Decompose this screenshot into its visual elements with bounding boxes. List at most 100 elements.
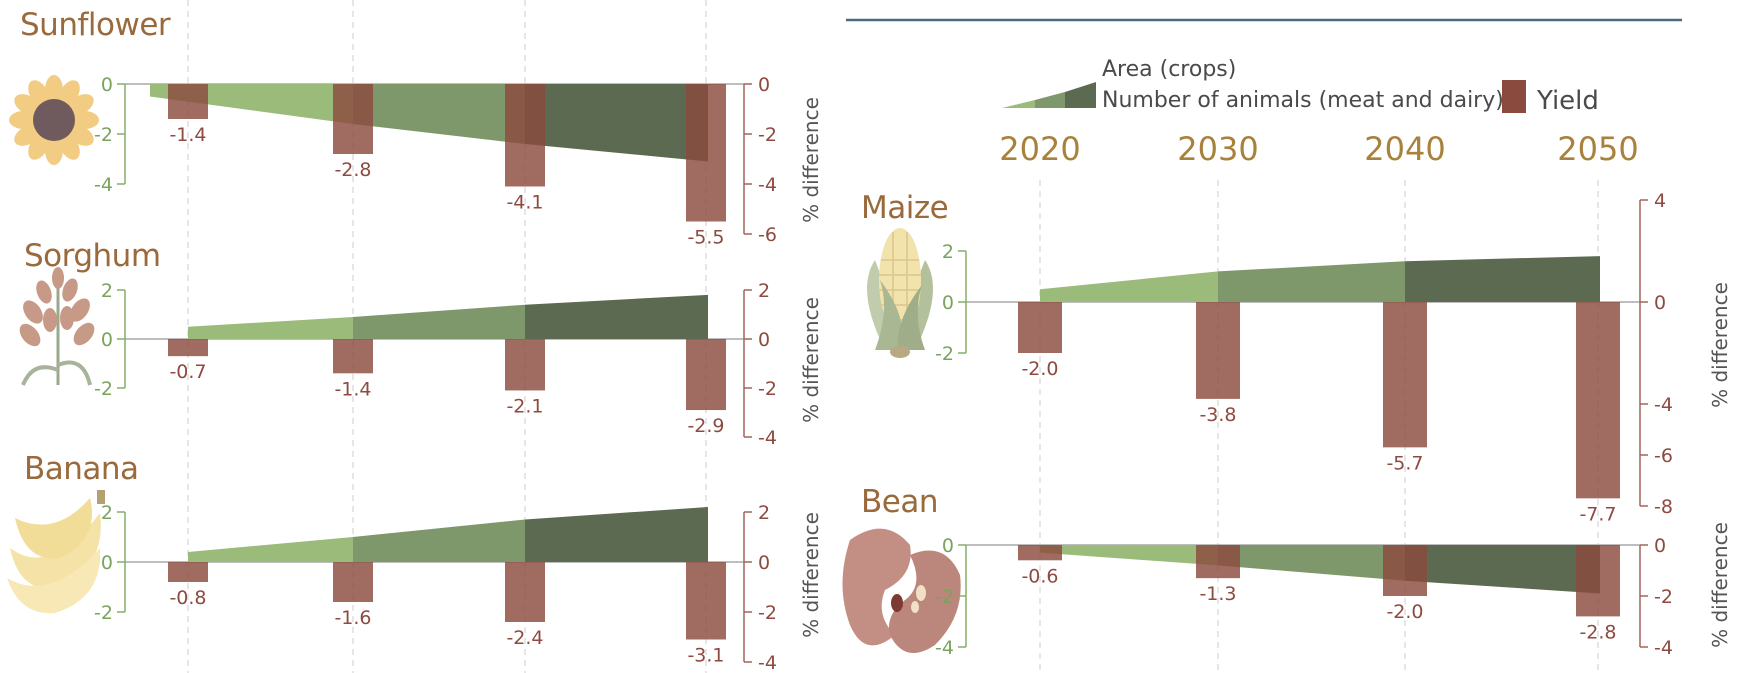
left-tick-label: -2 — [94, 602, 113, 624]
yield-bar — [168, 84, 208, 119]
panel-title: Sorghum — [24, 238, 161, 274]
panel-title: Maize — [861, 190, 948, 226]
year-labels: 2020 2030 2040 2050 — [999, 130, 1638, 168]
yield-bar — [686, 84, 726, 222]
left-tick-label: 0 — [942, 292, 954, 314]
right-tick-label: 0 — [758, 74, 770, 96]
area-segment — [1040, 545, 1218, 566]
area-segment — [1218, 261, 1405, 302]
right-tick-label: 0 — [1654, 535, 1666, 557]
banana-icon — [7, 490, 105, 614]
area-segment — [353, 84, 525, 144]
yield-value-label: -1.3 — [1199, 583, 1236, 605]
legend-area-label: Area (crops) — [1102, 57, 1236, 82]
legend-yield-label: Yield — [1536, 86, 1599, 116]
yield-bar — [505, 339, 545, 391]
left-tick-label: -2 — [935, 586, 954, 608]
yield-value-label: -2.0 — [1021, 358, 1058, 380]
yield-bar — [1018, 545, 1062, 561]
yield-value-label: -0.7 — [169, 361, 206, 383]
sorghum-icon — [19, 267, 95, 386]
year-label: 2040 — [1364, 130, 1445, 168]
yield-value-label: -0.6 — [1021, 565, 1058, 587]
right-tick-label: -6 — [758, 224, 777, 246]
area-segment — [1218, 545, 1405, 581]
year-label: 2030 — [1177, 130, 1258, 168]
left-tick-label: -2 — [94, 124, 113, 146]
panel-sorghum: Sorghum 2 0 -2 2 0 -2 -4 % difference -0.7 -1.4 -2.… — [24, 238, 823, 449]
yield-value-label: -5.5 — [687, 227, 724, 249]
area-segment — [525, 294, 708, 339]
yield-value-label: -5.7 — [1386, 452, 1423, 474]
yield-value-label: -1.4 — [334, 378, 371, 400]
yield-value-label: -1.4 — [169, 124, 206, 146]
area-segment — [525, 84, 708, 162]
yield-bar — [686, 339, 726, 411]
maize-icon — [867, 228, 933, 358]
area-segment — [188, 537, 353, 562]
sunflower-icon — [9, 75, 99, 165]
right-tick-label: -4 — [758, 174, 777, 196]
yield-value-label: -2.4 — [506, 627, 543, 649]
panel-title: Banana — [24, 451, 139, 487]
yield-value-label: -3.1 — [687, 645, 724, 667]
right-tick-label: -2 — [758, 124, 777, 146]
right-tick-label: -4 — [758, 652, 777, 673]
yield-bar — [1196, 545, 1240, 579]
area-segment — [1405, 545, 1600, 594]
legend-animals-label: Number of animals (meat and dairy) — [1102, 88, 1504, 113]
right-tick-label: -2 — [758, 378, 777, 400]
yield-bar — [505, 84, 545, 187]
yield-value-label: -1.6 — [334, 607, 371, 629]
area-segment — [353, 519, 525, 562]
legend-yield-swatch — [1502, 80, 1526, 113]
right-tick-label: -2 — [1654, 586, 1673, 608]
yield-bar — [1196, 302, 1240, 399]
panel-banana: Banana 2 0 -2 2 0 -2 -4 % difference -0.8 -1.6 -2.4… — [24, 451, 823, 673]
yield-value-label: -4.1 — [506, 192, 543, 214]
yield-value-label: -2.1 — [506, 395, 543, 417]
year-label: 2050 — [1557, 130, 1638, 168]
area-segment — [353, 304, 525, 339]
legend-area-wedge-mid — [1035, 92, 1065, 108]
yield-bar — [333, 339, 373, 374]
area-segment — [525, 507, 708, 562]
panel-title: Sunflower — [20, 7, 171, 43]
left-tick-label: -4 — [935, 637, 954, 659]
yield-value-label: -3.8 — [1199, 404, 1236, 426]
right-tick-label: -4 — [1654, 394, 1673, 416]
yield-bar — [505, 562, 545, 622]
year-label: 2020 — [999, 130, 1080, 168]
yield-value-label: -2.0 — [1386, 601, 1423, 623]
y-axis-title: % difference — [799, 297, 823, 423]
right-tick-label: -8 — [1654, 496, 1673, 518]
panel-maize: Maize 2 0 -2 4 0 -4 -6 -8 % difference -2.0 -3.8 -5.… — [861, 190, 1732, 525]
right-tick-label: 4 — [1654, 190, 1666, 212]
legend-area-wedge-dark — [1065, 82, 1096, 108]
panel-title: Bean — [861, 484, 938, 520]
yield-value-label: -7.7 — [1579, 503, 1616, 525]
right-tick-label: -2 — [758, 602, 777, 624]
y-axis-title: % difference — [1708, 282, 1732, 408]
left-tick-label: 2 — [101, 280, 113, 302]
left-tick-label: -2 — [935, 343, 954, 365]
yield-bar — [1018, 302, 1062, 353]
yield-bar — [333, 562, 373, 602]
left-tick-label: 0 — [101, 74, 113, 96]
right-tick-label: 2 — [758, 280, 770, 302]
yield-bar — [1383, 545, 1427, 596]
bean-icon — [842, 528, 961, 653]
left-tick-label: -4 — [94, 174, 113, 196]
yield-bar — [686, 562, 726, 640]
y-axis-title: % difference — [1708, 522, 1732, 648]
right-tick-label: 0 — [758, 329, 770, 351]
area-segment — [1405, 256, 1600, 302]
left-tick-label: 2 — [942, 241, 954, 263]
right-tick-label: 2 — [758, 502, 770, 524]
yield-bar — [1576, 545, 1620, 617]
right-tick-label: -4 — [758, 427, 777, 449]
panel-sunflower: Sunflower 0 -2 -4 0 -2 -4 -6 % difference -1.4 -2.… — [20, 7, 823, 249]
yield-value-label: -2.8 — [334, 159, 371, 181]
right-tick-label: 0 — [758, 552, 770, 574]
